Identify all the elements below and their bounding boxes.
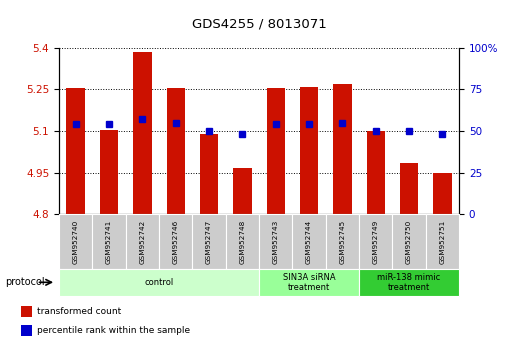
Bar (433, 173, 451, 214)
Bar (359, 214, 392, 269)
Text: GSM952742: GSM952742 (140, 219, 145, 264)
Text: protocol: protocol (5, 277, 45, 287)
Text: GSM952749: GSM952749 (373, 219, 379, 264)
Bar (67, 88, 85, 214)
Text: GSM952741: GSM952741 (106, 219, 112, 264)
Bar (400, 163, 418, 214)
Text: GSM952743: GSM952743 (273, 219, 279, 264)
Bar (233, 169, 251, 214)
Bar (259, 269, 359, 296)
Bar (326, 214, 359, 269)
Bar (426, 214, 459, 269)
Text: GSM952751: GSM952751 (440, 219, 445, 264)
Text: GSM952747: GSM952747 (206, 219, 212, 264)
Bar (367, 131, 385, 214)
Bar (133, 52, 151, 214)
Bar (192, 214, 226, 269)
Bar (59, 269, 259, 296)
Bar (126, 214, 159, 269)
Text: GSM952745: GSM952745 (340, 219, 345, 264)
Text: GSM952740: GSM952740 (73, 219, 78, 264)
Bar (21, 325, 32, 336)
Bar (292, 214, 326, 269)
Bar (359, 269, 459, 296)
Bar (267, 88, 285, 214)
Text: transformed count: transformed count (37, 307, 121, 316)
Text: GSM952746: GSM952746 (173, 219, 179, 264)
Text: GDS4255 / 8013071: GDS4255 / 8013071 (192, 18, 326, 31)
Bar (333, 84, 351, 214)
Bar (59, 214, 92, 269)
Text: GSM952750: GSM952750 (406, 219, 412, 264)
Bar (259, 214, 292, 269)
Bar (200, 134, 218, 214)
Text: control: control (144, 278, 174, 287)
Bar (226, 214, 259, 269)
Bar (159, 214, 192, 269)
Bar (167, 88, 185, 214)
Bar (92, 214, 126, 269)
Text: SIN3A siRNA
treatment: SIN3A siRNA treatment (283, 273, 336, 292)
Text: GSM952744: GSM952744 (306, 219, 312, 264)
Bar (392, 214, 426, 269)
Bar (300, 87, 318, 214)
Bar (21, 306, 32, 317)
Text: percentile rank within the sample: percentile rank within the sample (37, 326, 190, 336)
Bar (100, 130, 118, 214)
Text: miR-138 mimic
treatment: miR-138 mimic treatment (378, 273, 441, 292)
Text: GSM952748: GSM952748 (240, 219, 245, 264)
